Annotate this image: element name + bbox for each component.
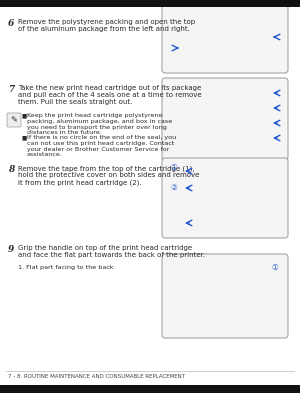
Text: Remove the tape from the top of the cartridge (1),
hold the protective cover on : Remove the tape from the top of the cart… [18,165,200,186]
Text: ②: ② [170,183,177,192]
Text: 8: 8 [8,165,14,174]
Text: 9: 9 [8,245,14,254]
FancyBboxPatch shape [7,113,21,127]
Text: 7: 7 [8,85,14,94]
FancyBboxPatch shape [162,158,288,238]
Text: ①: ① [170,163,177,172]
Text: ①: ① [271,263,278,272]
Text: Grip the handle on top of the print head cartridge
and face the flat part toward: Grip the handle on top of the print head… [18,245,205,258]
Text: 6: 6 [8,19,14,28]
Bar [0,385,300,393]
FancyBboxPatch shape [162,78,288,160]
FancyBboxPatch shape [162,5,288,73]
Text: Remove the polystyrene packing and open the top
of the aluminum package from the: Remove the polystyrene packing and open … [18,19,195,32]
Text: If there is no circle on the end of the seal, you
can not use this print head ca: If there is no circle on the end of the … [27,135,176,158]
Text: Take the new print head cartridge out of its package
and pull each of the 4 seal: Take the new print head cartridge out of… [18,85,202,105]
Text: ■: ■ [22,113,27,118]
Text: ■: ■ [22,135,27,140]
Bar [0,0,300,7]
FancyBboxPatch shape [162,254,288,338]
Text: ✎: ✎ [11,116,17,125]
Text: Keep the print head cartridge polystyrene
packing, aluminum package, and box in : Keep the print head cartridge polystyren… [27,113,172,136]
Text: 1. Flat part facing to the back: 1. Flat part facing to the back [18,265,113,270]
Text: 7 - 8  ROUTINE MAINTENANCE AND CONSUMABLE REPLACEMENT: 7 - 8 ROUTINE MAINTENANCE AND CONSUMABLE… [8,375,185,380]
